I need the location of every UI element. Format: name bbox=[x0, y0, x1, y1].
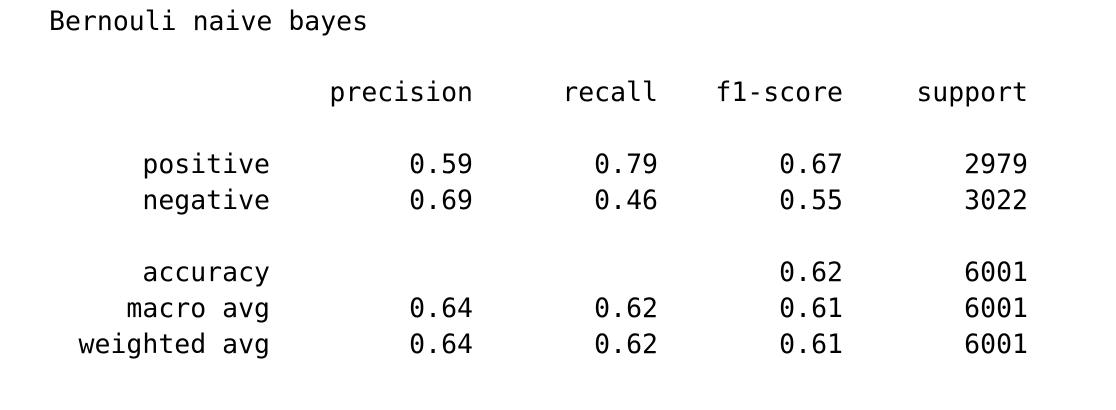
recall-header: recall bbox=[562, 77, 658, 108]
recall-value: 0.79 bbox=[594, 149, 658, 180]
support-value: 3022 bbox=[964, 185, 1028, 216]
row-label: weighted avg bbox=[78, 329, 270, 360]
table-row-accuracy: accuracy 0.62 6001 bbox=[0, 255, 1116, 291]
precision-value: 0.59 bbox=[409, 149, 473, 180]
recall-value: 0.62 bbox=[594, 329, 658, 360]
table-row-positive: positive 0.59 0.79 0.67 2979 bbox=[0, 147, 1116, 183]
recall-value: 0.62 bbox=[594, 293, 658, 324]
f1-score-value: 0.61 bbox=[779, 293, 843, 324]
support-value: 2979 bbox=[964, 149, 1028, 180]
row-label: positive bbox=[142, 149, 270, 180]
precision-header: precision bbox=[329, 77, 473, 108]
header-row: precision recall f1-score support bbox=[0, 75, 1116, 111]
support-value: 6001 bbox=[964, 257, 1028, 288]
f1-score-value: 0.55 bbox=[779, 185, 843, 216]
support-header: support bbox=[916, 77, 1028, 108]
table-row-negative: negative 0.69 0.46 0.55 3022 bbox=[0, 183, 1116, 219]
row-label: macro avg bbox=[126, 293, 270, 324]
table-row-weighted-avg: weighted avg 0.64 0.62 0.61 6001 bbox=[0, 327, 1116, 363]
report-title: Bernouli naive bayes bbox=[49, 6, 369, 37]
support-value: 6001 bbox=[964, 293, 1028, 324]
recall-value: 0.46 bbox=[594, 185, 658, 216]
f1-score-value: 0.67 bbox=[779, 149, 843, 180]
precision-value: 0.64 bbox=[409, 293, 473, 324]
row-label: negative bbox=[142, 185, 270, 216]
f1-score-value: 0.62 bbox=[779, 257, 843, 288]
table-row-macro-avg: macro avg 0.64 0.62 0.61 6001 bbox=[0, 291, 1116, 327]
f1-score-value: 0.61 bbox=[779, 329, 843, 360]
precision-value: 0.64 bbox=[409, 329, 473, 360]
f1-score-header: f1-score bbox=[715, 77, 843, 108]
row-label: accuracy bbox=[142, 257, 270, 288]
precision-value: 0.69 bbox=[409, 185, 473, 216]
support-value: 6001 bbox=[964, 329, 1028, 360]
